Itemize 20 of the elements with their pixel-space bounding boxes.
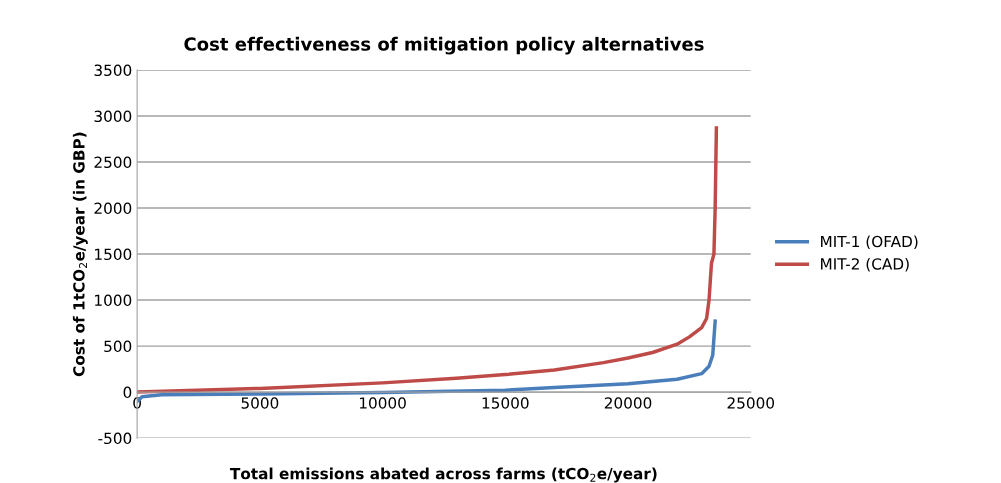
x-tick-label: 10000 [359,397,406,409]
y-tick-label: 3500 [94,64,132,77]
x-tick-label: 5000 [241,397,279,409]
y-axis-title: Cost of 1tCO$_{2}$e/year (in GBP) [72,132,88,377]
x-tick-label: 25000 [727,397,775,409]
y-tick-label: 1000 [95,294,132,307]
x-axis-title: Total emissions abated across farms (tCO$_{2}$e/year) [229,467,657,483]
x-tick-label: 20000 [604,397,652,409]
y-tick-label: 500 [104,340,132,353]
chart-title: Cost effectiveness of mitigation policy alternatives [184,36,704,55]
y-tick-label: 2000 [94,202,132,215]
y-tick-label: 3000 [94,110,132,123]
y-tick-label: 2500 [94,156,132,169]
line-series [137,126,719,394]
y-tick-label: 0 [123,386,132,399]
legend-label: MIT-2 (CAD) [821,257,909,272]
y-tick-label: -500 [98,432,132,445]
legend-label: MIT-1 (OFAD) [821,235,918,250]
x-tick-label: 15000 [482,397,529,409]
y-tick-label: 1500 [95,248,132,261]
